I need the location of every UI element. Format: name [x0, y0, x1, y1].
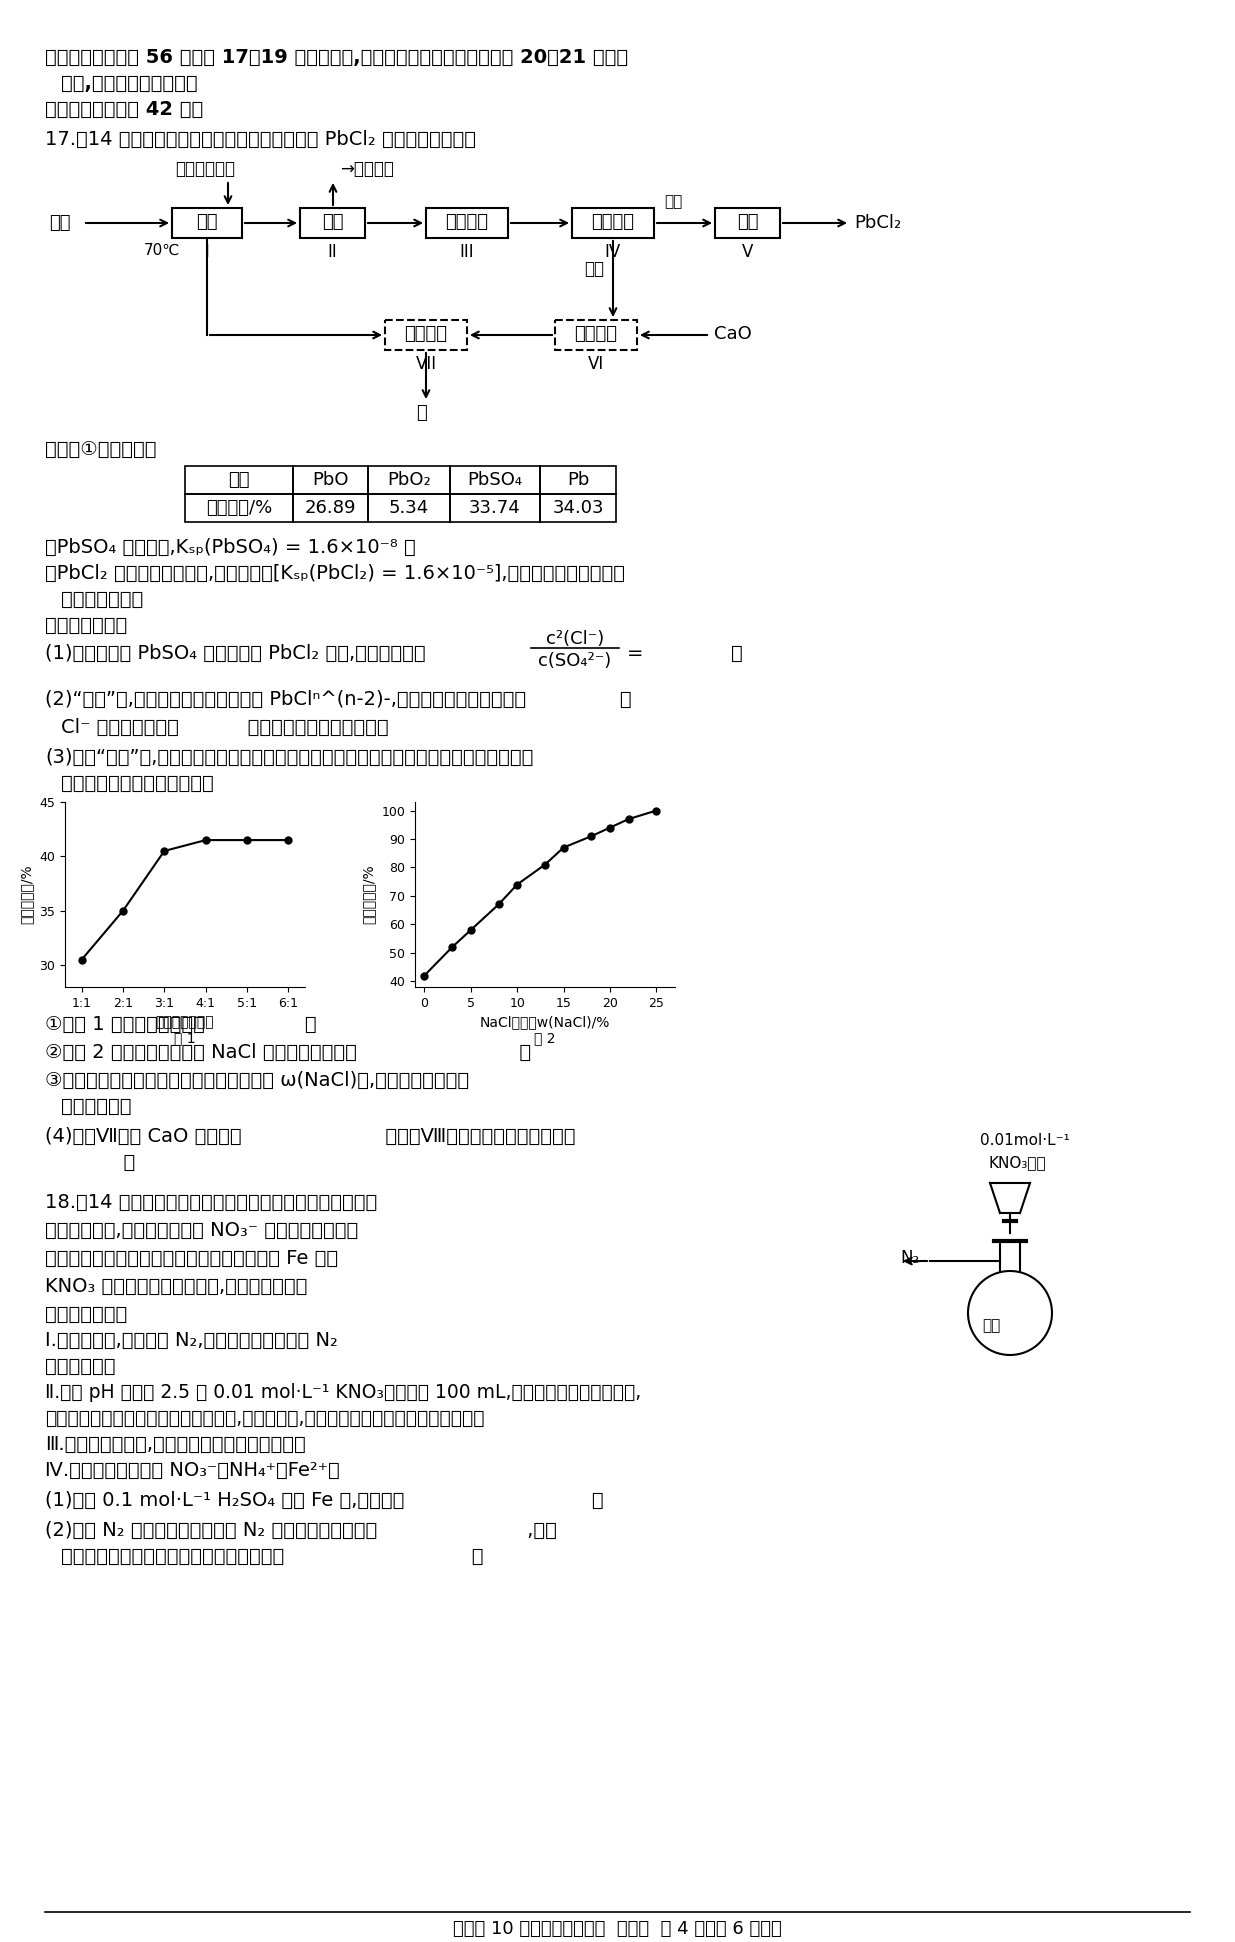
Bar — [385, 320, 467, 350]
Text: VI: VI — [588, 355, 604, 373]
Text: (1)先用 0.1 mol·L⁻¹ H₂SO₄ 洗涤 Fe 粉,其目的是                              。: (1)先用 0.1 mol·L⁻¹ H₂SO₄ 洗涤 Fe 粉,其目的是 。 — [44, 1491, 604, 1511]
Text: IV: IV — [605, 243, 621, 260]
Text: 物相: 物相 — [228, 472, 249, 489]
Y-axis label: 铅的浸出率/%: 铅的浸出率/% — [362, 864, 375, 924]
Text: 已知：①铅膏的组成: 已知：①铅膏的组成 — [44, 441, 157, 458]
Text: →废渣处理: →废渣处理 — [340, 159, 394, 179]
Text: Ⅱ.加入 pH 已调至 2.5 的 0.01 mol·L⁻¹ KNO₃酸性溶液 100 mL,一段时间后铁粉部分溶解,: Ⅱ.加入 pH 已调至 2.5 的 0.01 mol·L⁻¹ KNO₃酸性溶液 … — [44, 1383, 641, 1402]
Text: 有较大影响（如下图所示）：: 有较大影响（如下图所示）： — [61, 775, 214, 792]
Text: 氛围中进行；: 氛围中进行； — [44, 1357, 116, 1377]
Text: 0.01mol·L⁻¹: 0.01mol·L⁻¹ — [981, 1132, 1070, 1148]
Text: PbSO₄: PbSO₄ — [468, 472, 522, 489]
Text: 18.（14 分）地下水中硝酸盐造成的氮污染已成为一个世界: 18.（14 分）地下水中硝酸盐造成的氮污染已成为一个世界 — [44, 1192, 377, 1212]
Text: (3)铅膏“浸取”时,浓盐酸与水配比（浓盐酸与水的体积比）及其中氯化钠的浓度对铅浸出率: (3)铅膏“浸取”时,浓盐酸与水配比（浓盐酸与水的体积比）及其中氯化钠的浓度对铅… — [44, 748, 534, 767]
Text: 氢氧化钠溶液。: 氢氧化钠溶液。 — [61, 590, 143, 610]
Text: PbO: PbO — [312, 472, 348, 489]
Text: (2)通入 N₂ 并保持后续反应均在 N₂ 氛围中进行的目的是                        ,用化: (2)通入 N₂ 并保持后续反应均在 N₂ 氛围中进行的目的是 ,用化 — [44, 1521, 557, 1540]
Bar — [172, 208, 242, 239]
Text: PbCl₂: PbCl₂ — [853, 214, 902, 231]
Text: 学方程式解释白色物质变为红褐色的原因：                              。: 学方程式解释白色物质变为红褐色的原因： 。 — [61, 1548, 483, 1565]
Bar — [368, 466, 450, 493]
Text: 《高三 10 月阶段性质量检测  化学卷  第 4 页（共 6 页）》: 《高三 10 月阶段性质量检测 化学卷 第 4 页（共 6 页）》 — [452, 1921, 782, 1938]
Text: c(SO₄²⁻): c(SO₄²⁻) — [538, 653, 611, 670]
Text: 渣: 渣 — [416, 404, 427, 421]
Text: VII: VII — [415, 355, 436, 373]
Text: KNO₃溶液: KNO₃溶液 — [988, 1155, 1046, 1169]
X-axis label: 浓盐酸与水配比
图 1: 浓盐酸与水配比 图 1 — [156, 1016, 215, 1045]
Text: （举两例）。: （举两例）。 — [61, 1097, 131, 1117]
Text: 过滤洗涤: 过滤洗涤 — [405, 324, 447, 344]
Text: N₂: N₂ — [900, 1249, 919, 1266]
Text: Cl⁻ 还会被铅膏中的           （填化学式）氧化为氯气。: Cl⁻ 还会被铅膏中的 （填化学式）氧化为氯气。 — [61, 719, 389, 738]
Text: Ⅰ.打开弹簧夹,缓慢通入 N₂,并保持后续反应均在 N₂: Ⅰ.打开弹簧夹,缓慢通入 N₂,并保持后续反应均在 N₂ — [44, 1330, 338, 1350]
Text: 过滤洗涤: 过滤洗涤 — [592, 214, 635, 231]
Bar — [540, 493, 616, 522]
Text: ␃PbCl₂ 是白色结晶性粉末,微溶于冷水[Kₛₚ(PbCl₂) = 1.6×10⁻⁵],易溶于热水、浓盐酸和: ␃PbCl₂ 是白色结晶性粉末,微溶于冷水[Kₛₚ(PbCl₂) = 1.6×1… — [44, 563, 625, 583]
Text: 盐的方法备受关注。化学研究性学习小组利用 Fe 粉和: 盐的方法备受关注。化学研究性学习小组利用 Fe 粉和 — [44, 1249, 338, 1268]
Bar — [185, 466, 293, 493]
Text: 考题,考生根据要求作答。: 考题,考生根据要求作答。 — [61, 74, 198, 93]
Text: 回答下列问题：: 回答下列问题： — [44, 616, 127, 635]
Y-axis label: 铅的浸出率/%: 铅的浸出率/% — [20, 864, 33, 924]
Text: 浸取: 浸取 — [196, 214, 217, 231]
Text: PbO₂: PbO₂ — [387, 472, 431, 489]
Text: 干燥: 干燥 — [737, 214, 758, 231]
Text: (1)常温下饱和 PbSO₄ 溶液中加入 PbCl₂ 固体,平衡后溶液中: (1)常温下饱和 PbSO₄ 溶液中加入 PbCl₂ 固体,平衡后溶液中 — [44, 645, 426, 662]
Text: 铁粉: 铁粉 — [982, 1319, 1000, 1332]
Bar — [450, 493, 540, 522]
Text: (4)步骤Ⅶ加入 CaO 的目的是                       ；步骤Ⅷ滤液中溶质的主要成分为: (4)步骤Ⅶ加入 CaO 的目的是 ；步骤Ⅷ滤液中溶质的主要成分为 — [44, 1126, 576, 1146]
Bar — [293, 493, 368, 522]
Bar — [185, 493, 293, 522]
Bar — [293, 466, 368, 493]
Bar — [540, 466, 616, 493]
Bar — [715, 208, 781, 239]
Bar — [300, 208, 366, 239]
Text: CaO: CaO — [714, 324, 752, 344]
Text: 滤饼: 滤饼 — [664, 194, 682, 210]
Text: c²(Cl⁻): c²(Cl⁻) — [546, 629, 604, 649]
X-axis label: NaCl溶液中w(NaCl)/%
图 2: NaCl溶液中w(NaCl)/% 图 2 — [480, 1016, 610, 1045]
Text: Ⅳ.检测到滤液中存在 NO₃⁻、NH₄⁺、Fe²⁺。: Ⅳ.检测到滤液中存在 NO₃⁻、NH₄⁺、Fe²⁺。 — [44, 1460, 340, 1480]
Text: 铅膏: 铅膏 — [49, 214, 70, 231]
Bar — [555, 320, 637, 350]
Text: =              。: = 。 — [627, 645, 742, 662]
Text: Pb: Pb — [567, 472, 589, 489]
Text: ①由图 1 确定适宜的配比为                。: ①由图 1 确定适宜的配比为 。 — [44, 1016, 316, 1033]
Text: 33.74: 33.74 — [469, 499, 521, 517]
Bar — [426, 208, 508, 239]
Text: 实验过程如下：: 实验过程如下： — [44, 1305, 127, 1324]
Text: ␂PbSO₄ 难溶于水,Kₛₚ(PbSO₄) = 1.6×10⁻⁸ 。: ␂PbSO₄ 难溶于水,Kₛₚ(PbSO₄) = 1.6×10⁻⁸ 。 — [44, 538, 416, 557]
Text: 二、非选择题：共 56 分。第 17～19 题为必考题,每个试题考生都必须作答。第 20～21 题为选: 二、非选择题：共 56 分。第 17～19 题为必考题,每个试题考生都必须作答。… — [44, 49, 629, 68]
Bar — [368, 493, 450, 522]
Text: 70℃: 70℃ — [144, 243, 180, 258]
Text: ②由图 2 可知铅的浸出率与 NaCl 质量分数的关系是                          。: ②由图 2 可知铅的浸出率与 NaCl 质量分数的关系是 。 — [44, 1043, 531, 1062]
Text: I: I — [205, 243, 210, 260]
Text: 17.（14 分）由废铅蓄电池铅膏采用氯盐法制备 PbCl₂ 的工艺流程如下：: 17.（14 分）由废铅蓄电池铅膏采用氯盐法制备 PbCl₂ 的工艺流程如下： — [44, 130, 475, 150]
Text: 性的环境问题,利用零价铁还原 NO₃⁻ 脱除地下水中硝酸: 性的环境问题,利用零价铁还原 NO₃⁻ 脱除地下水中硝酸 — [44, 1222, 358, 1241]
Text: 盐酸、食盐水: 盐酸、食盐水 — [175, 159, 235, 179]
Text: 5.34: 5.34 — [389, 499, 429, 517]
Text: KNO₃ 溶液反应探究脱氮原理,实验装置如图。: KNO₃ 溶液反应探究脱氮原理,实验装置如图。 — [44, 1278, 308, 1295]
Text: V: V — [742, 243, 753, 260]
Text: 溶液逐渐变为浅绿色；待铁粉不再溶解,静置后发现,剩余固体表面有少量白色物质附着；: 溶液逐渐变为浅绿色；待铁粉不再溶解,静置后发现,剩余固体表面有少量白色物质附着； — [44, 1410, 484, 1427]
Text: ③提高铅的浸出率除控制浓盐酸与水配比和 ω(NaCl)外,还可采取的措施有: ③提高铅的浸出率除控制浓盐酸与水配比和 ω(NaCl)外,还可采取的措施有 — [44, 1070, 545, 1089]
Text: (2)“浸取”时,硫酸铅会溶于氯化钠生成 PbClⁿ^(n-2)-,写出反应的离子方程式：               。: (2)“浸取”时,硫酸铅会溶于氯化钠生成 PbClⁿ^(n-2)-,写出反应的离… — [44, 689, 631, 709]
Text: 静置冷却: 静置冷却 — [446, 214, 489, 231]
Text: 过滤: 过滤 — [322, 214, 343, 231]
Text: 。: 。 — [61, 1154, 136, 1173]
Text: （一）必考题：共 42 分。: （一）必考题：共 42 分。 — [44, 99, 204, 118]
Text: 34.03: 34.03 — [552, 499, 604, 517]
Bar — [450, 466, 540, 493]
Text: 质量分数/%: 质量分数/% — [206, 499, 272, 517]
Text: 26.89: 26.89 — [305, 499, 356, 517]
Text: II: II — [327, 243, 337, 260]
Text: III: III — [459, 243, 474, 260]
Text: 沉淀转化: 沉淀转化 — [574, 324, 618, 344]
Bar — [572, 208, 655, 239]
Text: 滤液: 滤液 — [584, 260, 604, 278]
Text: Ⅲ.过滤剩余固体时,表面的白色物质变为红褐色；: Ⅲ.过滤剩余固体时,表面的白色物质变为红褐色； — [44, 1435, 306, 1455]
